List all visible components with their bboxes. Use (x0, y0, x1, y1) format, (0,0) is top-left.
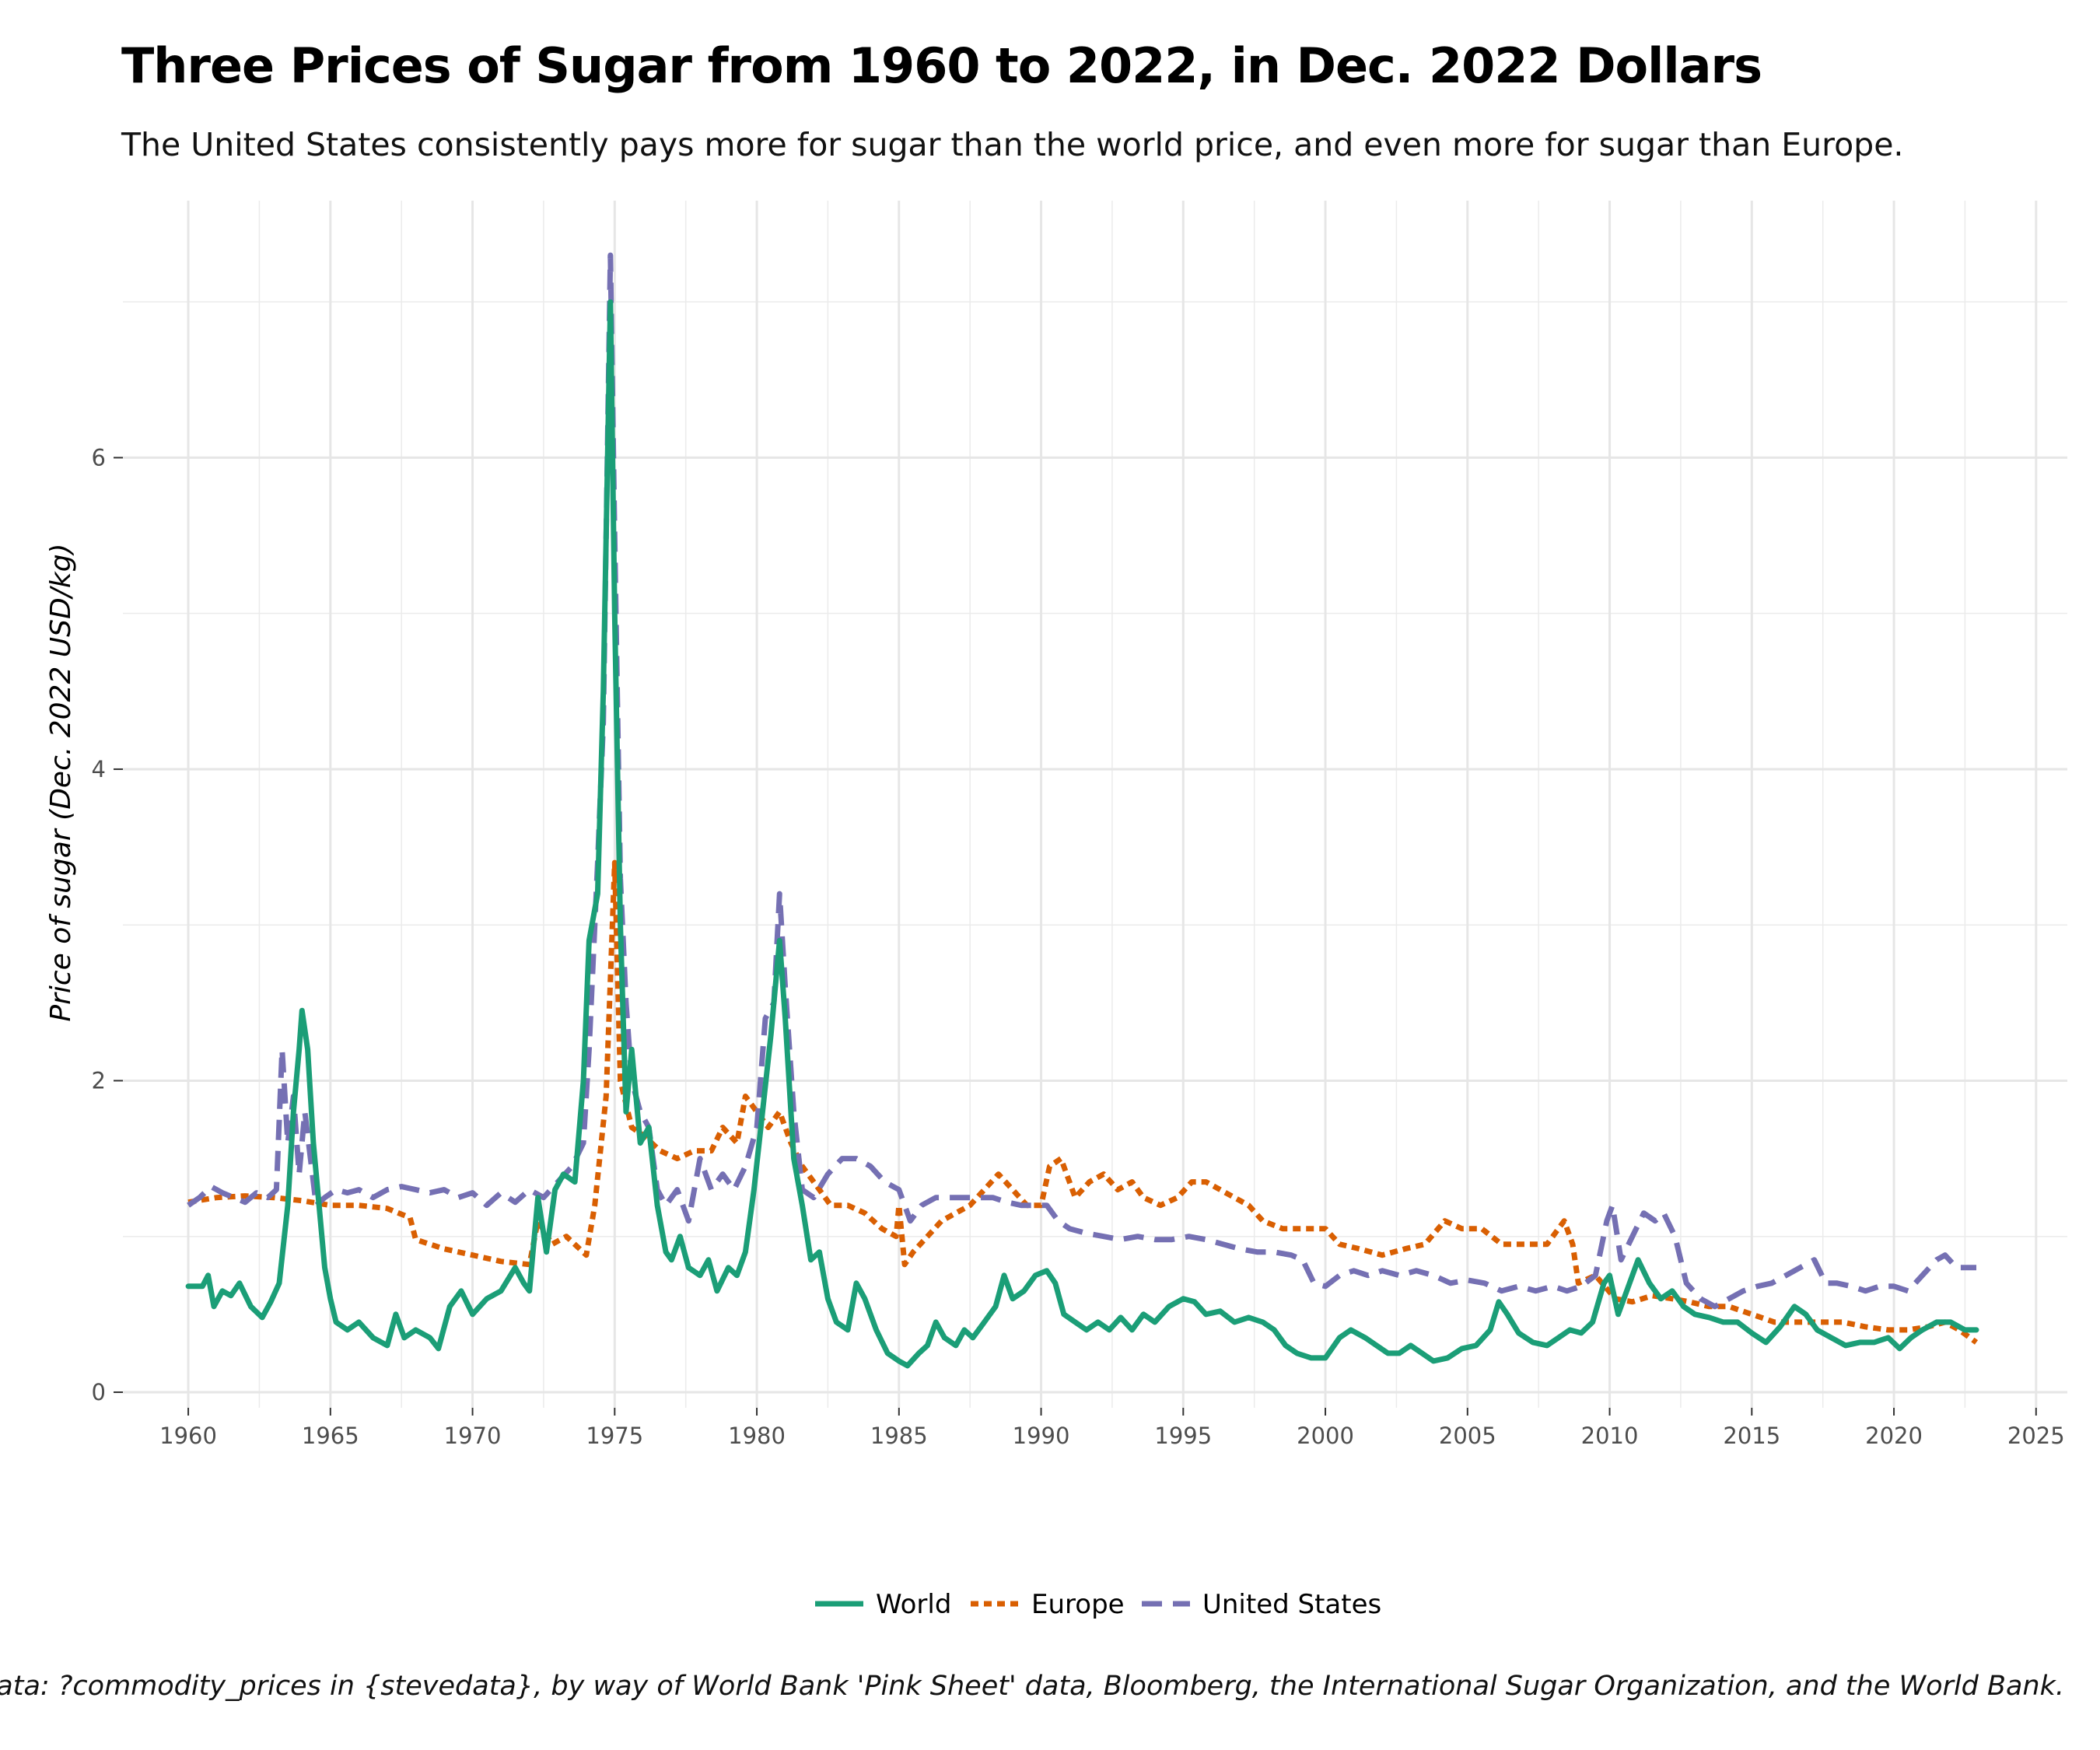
x-axis: 1960 1965 1970 1975 1980 1985 1990 1995 2000 2005… (159, 1408, 2065, 1449)
x-tick-label: 1990 (1013, 1423, 1070, 1449)
x-tick-label: 1960 (159, 1423, 217, 1449)
series-line-world (185, 299, 1979, 1369)
x-tick-label: 1980 (728, 1423, 786, 1449)
y-tick-label: 4 (92, 756, 106, 782)
series-line-europe (187, 859, 1979, 1345)
legend: World Europe United States (815, 1589, 1381, 1620)
y-axis: 0 2 4 6 (92, 444, 123, 1405)
chart-caption: Data: ?commodity_prices in {stevedata}, … (0, 1671, 2064, 1702)
series-line-united-states (187, 252, 1976, 1310)
x-tick-label: 1995 (1154, 1423, 1212, 1449)
y-axis-title: Price of sugar (Dec. 2022 USD/kg) (45, 543, 77, 1021)
x-tick-label: 1970 (444, 1423, 502, 1449)
series-layer (185, 252, 1979, 1369)
x-tick-label: 2005 (1439, 1423, 1496, 1449)
x-tick-label: 2000 (1297, 1423, 1354, 1449)
y-tick-label: 6 (92, 444, 106, 471)
chart-subtitle: The United States consistently pays more… (121, 126, 1904, 163)
x-tick-label: 1985 (870, 1423, 928, 1449)
x-tick-label: 2015 (1723, 1423, 1780, 1449)
x-tick-label: 2025 (2007, 1423, 2065, 1449)
y-tick-label: 2 (92, 1067, 106, 1094)
legend-label-world: World (876, 1589, 951, 1620)
x-tick-label: 2010 (1581, 1423, 1639, 1449)
x-tick-label: 2020 (1865, 1423, 1923, 1449)
x-tick-label: 1975 (586, 1423, 643, 1449)
chart-title: Three Prices of Sugar from 1960 to 2022,… (121, 37, 1762, 94)
legend-label-europe: Europe (1031, 1589, 1125, 1620)
x-tick-label: 1965 (302, 1423, 359, 1449)
y-tick-label: 0 (92, 1379, 106, 1405)
legend-label-united-states: United States (1202, 1589, 1381, 1620)
grid-minor (123, 201, 2067, 1408)
grid-major (123, 201, 2067, 1408)
